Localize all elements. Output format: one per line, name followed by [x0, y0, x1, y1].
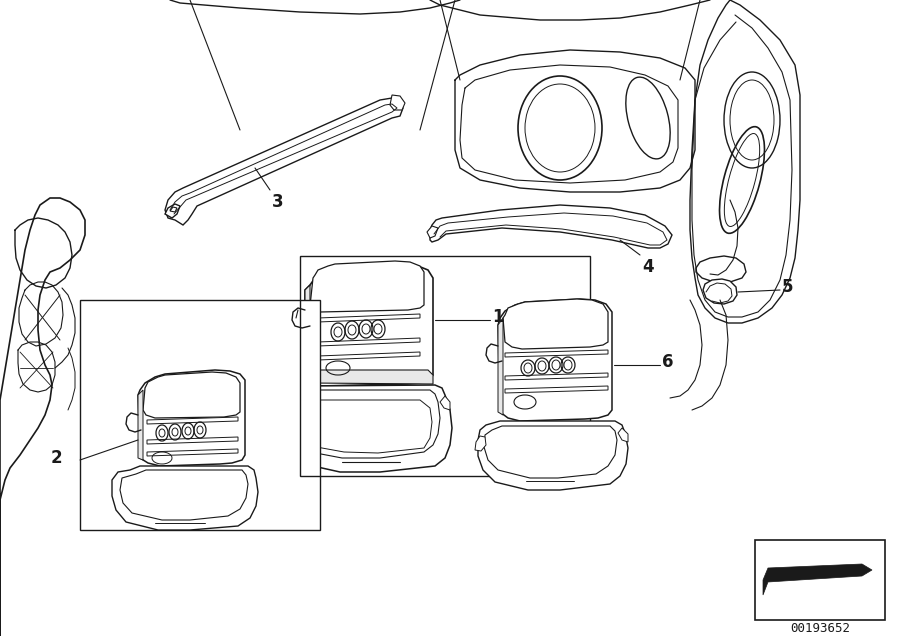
Polygon shape	[484, 426, 617, 478]
Polygon shape	[478, 421, 628, 490]
Polygon shape	[703, 279, 737, 304]
Text: 4: 4	[642, 258, 653, 276]
Polygon shape	[505, 386, 608, 393]
Polygon shape	[285, 390, 440, 458]
Bar	[300, 256, 590, 476]
Polygon shape	[165, 98, 403, 225]
Text: 2: 2	[50, 449, 62, 467]
Polygon shape	[165, 204, 180, 218]
Text: 1: 1	[492, 308, 503, 326]
Polygon shape	[138, 370, 245, 466]
Polygon shape	[305, 265, 433, 386]
Polygon shape	[318, 338, 420, 346]
Polygon shape	[318, 352, 420, 360]
Polygon shape	[120, 470, 248, 520]
Polygon shape	[498, 318, 503, 415]
Text: 3: 3	[272, 193, 284, 211]
Polygon shape	[147, 417, 238, 424]
Polygon shape	[430, 205, 672, 248]
Text: 6: 6	[662, 353, 673, 371]
Polygon shape	[275, 385, 452, 472]
Polygon shape	[503, 299, 608, 349]
Polygon shape	[170, 207, 177, 212]
Polygon shape	[696, 256, 746, 282]
Polygon shape	[138, 390, 143, 460]
Polygon shape	[440, 396, 450, 410]
Polygon shape	[143, 372, 240, 418]
Polygon shape	[427, 226, 438, 238]
Polygon shape	[291, 400, 432, 453]
Polygon shape	[305, 370, 433, 384]
Polygon shape	[763, 564, 872, 595]
Polygon shape	[305, 285, 310, 383]
Polygon shape	[112, 466, 258, 530]
Polygon shape	[147, 437, 238, 444]
Bar	[80, 300, 320, 530]
Text: 5: 5	[782, 278, 794, 296]
Polygon shape	[390, 95, 405, 110]
Polygon shape	[284, 400, 296, 414]
Polygon shape	[310, 261, 424, 312]
Polygon shape	[618, 428, 628, 442]
Polygon shape	[475, 436, 486, 451]
Polygon shape	[505, 350, 608, 357]
Text: 00193652: 00193652	[790, 621, 850, 635]
Polygon shape	[318, 314, 420, 322]
Polygon shape	[498, 299, 612, 421]
Polygon shape	[147, 449, 238, 456]
Polygon shape	[505, 373, 608, 380]
Bar	[755, 540, 885, 620]
